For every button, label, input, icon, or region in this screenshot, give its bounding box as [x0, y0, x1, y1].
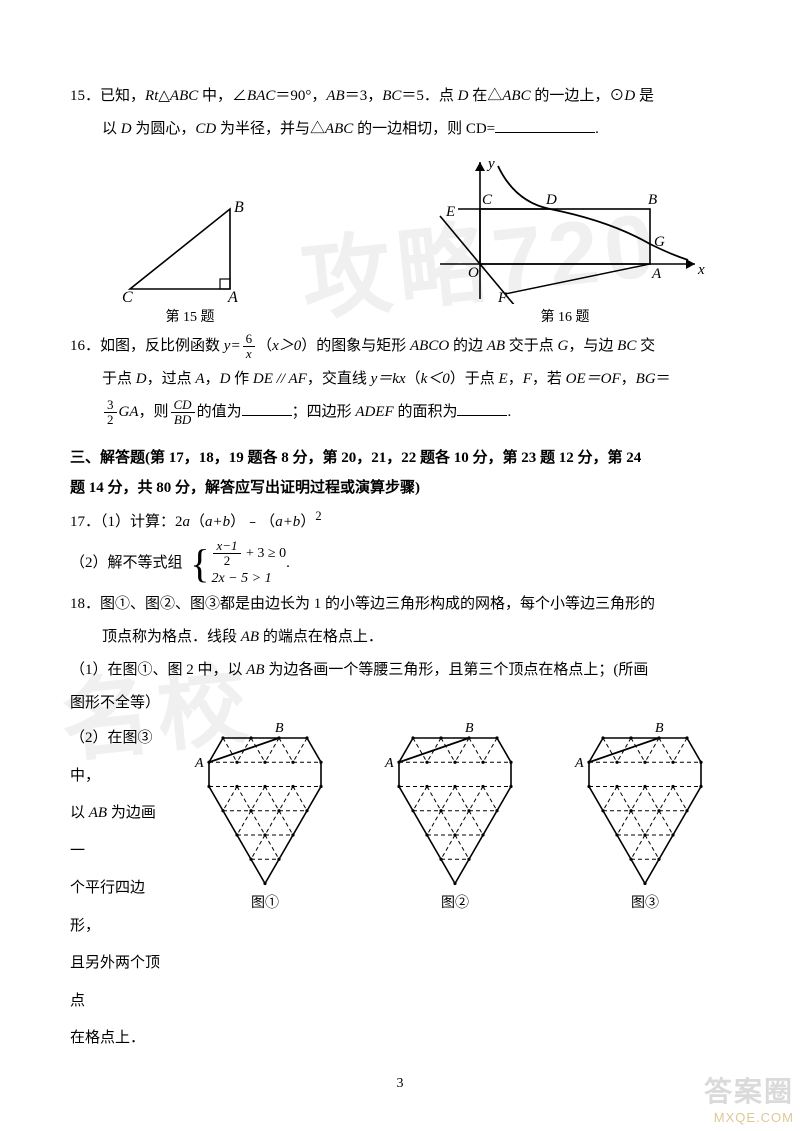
q16-number: 16． — [70, 338, 100, 354]
q15-line1: 15．已知，Rt△ABC 中，∠BAC＝90°，AB＝3，BC＝5．点 D 在△… — [70, 80, 730, 113]
svg-text:D: D — [545, 192, 557, 208]
q16-line3: 32GA，则CDBD的值为；四边形 ADEF 的面积为. — [70, 396, 730, 429]
svg-text:A: A — [194, 756, 204, 771]
svg-text:B: B — [655, 721, 664, 736]
svg-text:G: G — [654, 234, 665, 250]
svg-text:C: C — [482, 192, 493, 208]
q18-line2: 顶点称为格点．线段 AB 的端点在格点上． — [70, 621, 730, 654]
q16-blank-1 — [242, 402, 292, 416]
fig15-caption: 第 15 题 — [166, 310, 215, 325]
q18-fig2: AB — [370, 720, 540, 890]
q18-fig3-caption: 图③ — [631, 892, 659, 912]
q15-number: 15． — [70, 88, 100, 104]
q16-line2: 于点 D，过点 A，D 作 DE // AF，交直线 y＝kx（k＜0）于点 E… — [70, 363, 730, 396]
svg-text:B: B — [275, 721, 284, 736]
fig16-svg: O x y C D B E G A F — [420, 154, 710, 304]
svg-text:F: F — [497, 290, 508, 304]
q17-line2: （2）解不等式组 { x−12 + 3 ≥ 0 2x − 5 > 1 . — [70, 539, 730, 588]
q18-number: 18． — [70, 596, 100, 612]
q18-left-text: （2）在图③中， 以 AB 为边画一 个平行四边形， 且另外两个顶点 在格点上． — [70, 720, 170, 1058]
q18-fig2-caption: 图② — [441, 892, 469, 912]
q15-blank — [495, 119, 595, 133]
svg-text:A: A — [227, 289, 238, 304]
svg-text:A: A — [384, 756, 394, 771]
page-number: 3 — [70, 1076, 730, 1092]
svg-text:B: B — [465, 721, 474, 736]
q15-line2: 以 D 为圆心，CD 为半径，并与△ABC 的一边相切，则 CD=. — [70, 113, 730, 146]
q16-blank-2 — [457, 402, 507, 416]
q17-system: { x−12 + 3 ≥ 0 2x − 5 > 1 — [190, 539, 286, 588]
q18-line1: 18．图①、图②、图③都是由边长为 1 的小等边三角形构成的网格，每个小等边三角… — [70, 588, 730, 621]
section3-head-line1: 三、解答题(第 17，18，19 题各 8 分，第 20，21，22 题各 10… — [70, 443, 730, 473]
svg-text:A: A — [574, 756, 584, 771]
q18-fig1: AB — [180, 720, 350, 890]
svg-text:y: y — [486, 156, 495, 172]
q17-number: 17． — [70, 514, 100, 530]
svg-text:E: E — [445, 204, 455, 220]
q18-p1-line2: 图形不全等） — [70, 687, 730, 720]
svg-text:O: O — [468, 265, 479, 281]
svg-text:B: B — [648, 192, 657, 208]
section3-head-line2: 题 14 分，共 80 分，解答应写出证明过程或演算步骤) — [70, 473, 730, 503]
svg-text:C: C — [122, 289, 133, 304]
fig15-svg: C A B — [110, 194, 270, 304]
q18-fig1-caption: 图① — [251, 892, 279, 912]
q17-line1: 17．（1）计算：2a（a+b）﹣（a+b）2 — [70, 503, 730, 539]
q18-fig3: AB — [560, 720, 730, 890]
q16-line1: 16．如图，反比例函数 y=6x（x＞0）的图象与矩形 ABCO 的边 AB 交… — [70, 330, 730, 363]
fig16-caption: 第 16 题 — [541, 310, 590, 325]
corner-watermark: 答案圈 MXQE.COM — [704, 1070, 794, 1125]
svg-text:x: x — [697, 262, 705, 278]
q18-p1-line1: （1）在图①、图 2 中，以 AB 为边各画一个等腰三角形，且第三个顶点在格点上… — [70, 654, 730, 687]
svg-text:B: B — [234, 199, 244, 216]
svg-text:A: A — [651, 266, 662, 282]
